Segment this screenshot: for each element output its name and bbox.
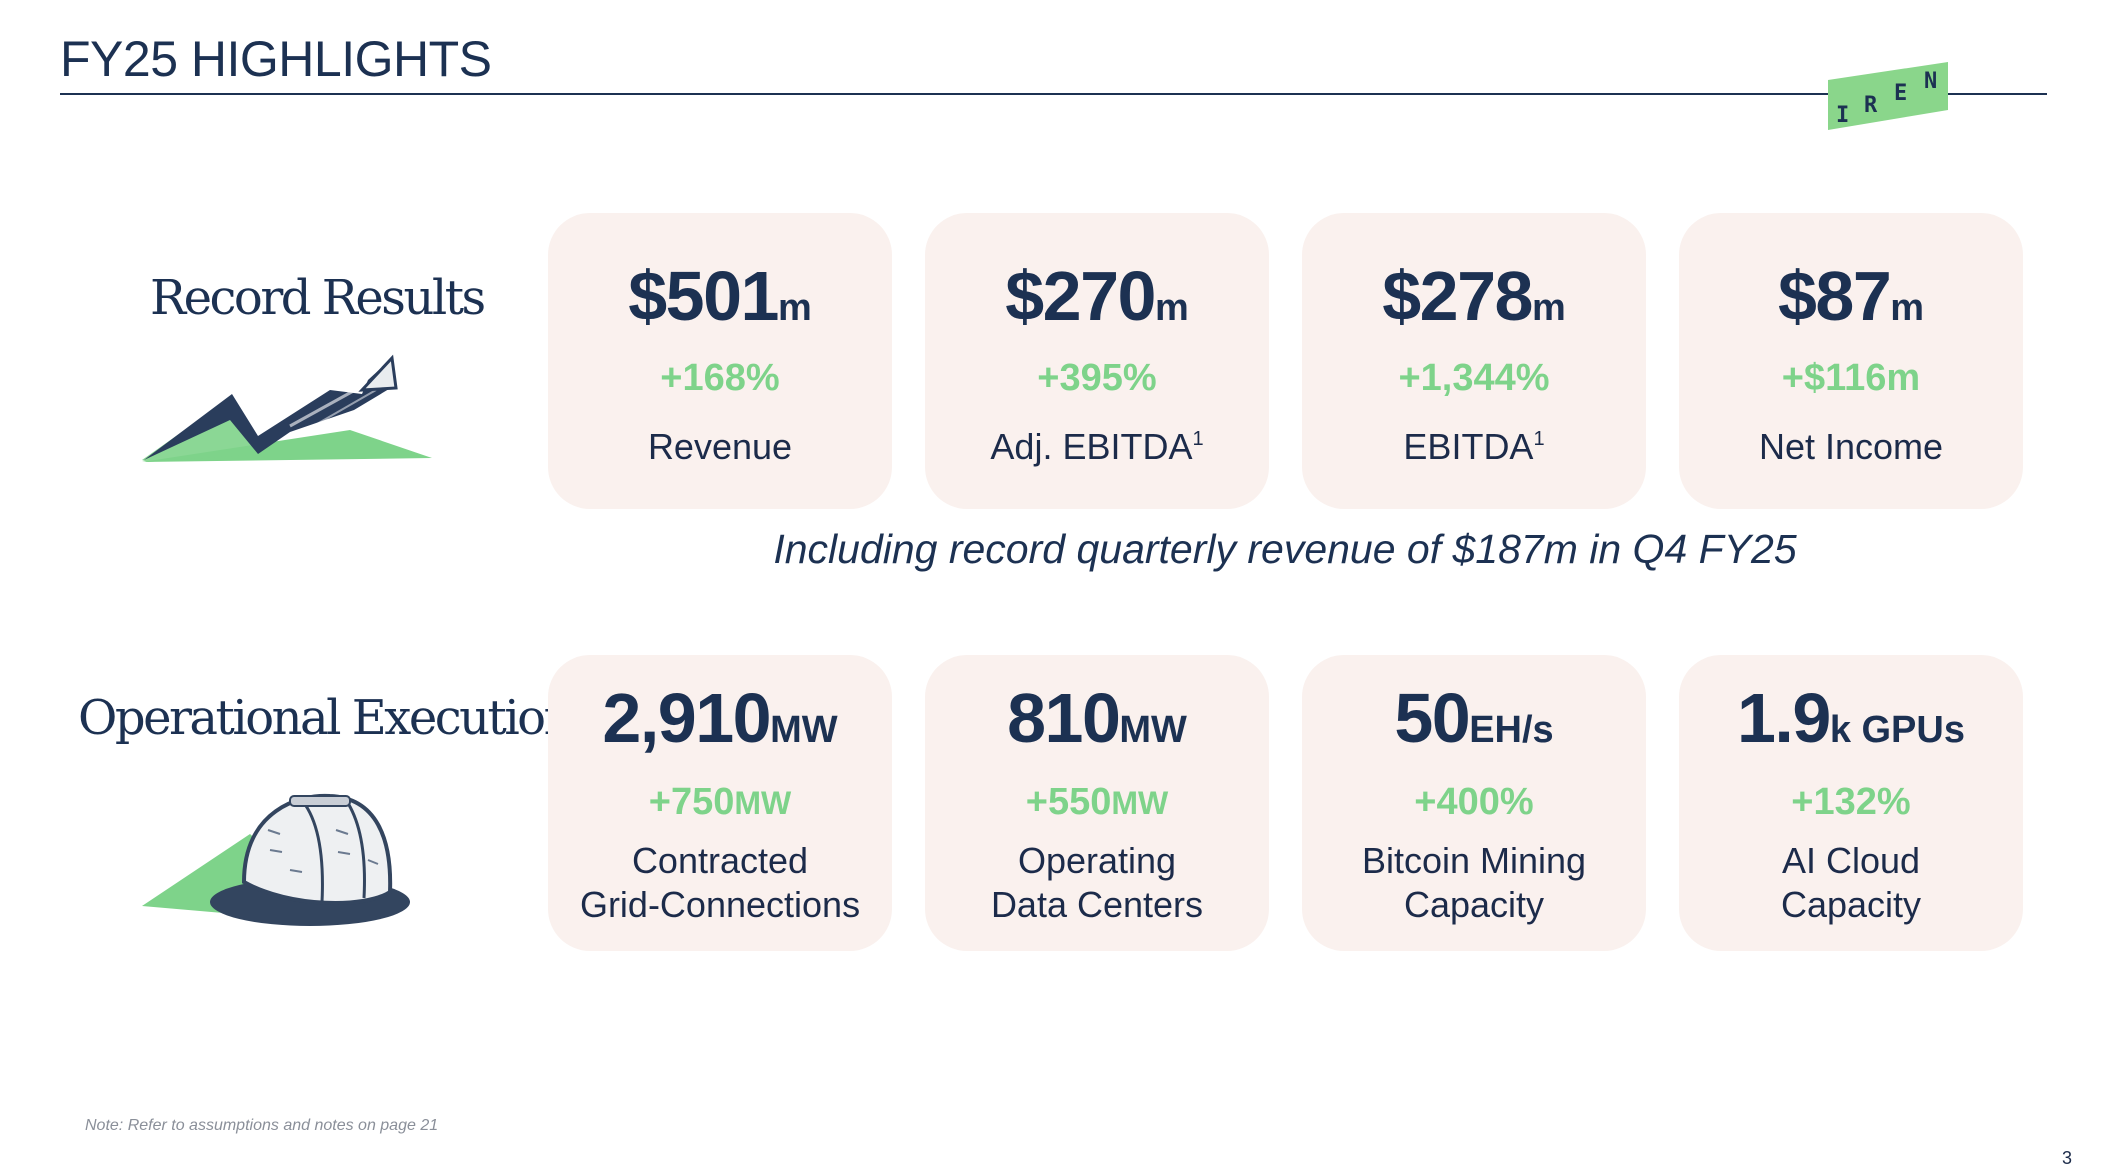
metric-card-ebitda: $278m +1,344% EBITDA1 [1302,213,1646,509]
metric-change: +1,344% [1398,357,1550,399]
metric-label: EBITDA1 [1403,426,1545,467]
metric-value: $270m [1005,257,1189,335]
hard-hat-icon [142,793,410,926]
footnote: Note: Refer to assumptions and notes on … [85,1117,439,1134]
operational-execution-label: Operational Execution [78,690,575,746]
quarterly-revenue-callout: Including record quarterly revenue of $1… [773,526,1797,572]
footnote-marker: 1 [1192,428,1204,450]
metric-change: +132% [1791,781,1911,823]
metric-change: +168% [660,357,780,399]
metric-card-adj-ebitda: $270m +395% Adj. EBITDA1 [925,213,1269,509]
logo-letter-i: I [1836,103,1849,128]
metric-value: 810MW [1007,679,1187,757]
metric-card-bitcoin-mining: 50EH/s +400% Bitcoin Mining Capacity [1302,655,1646,951]
trend-arrow-icon [142,354,432,462]
metric-value: 2,910MW [602,679,838,757]
page-number: 3 [2062,1148,2073,1168]
iren-logo: I R E N [1828,62,1948,130]
footnote-marker: 1 [1533,428,1545,450]
record-results-label: Record Results [150,270,486,326]
metric-value: 1.9k GPUs [1737,679,1965,757]
metric-label: Adj. EBITDA1 [990,426,1204,467]
metric-value: $87m [1777,257,1925,335]
metric-card-data-centers: 810MW +550MW Operating Data Centers [925,655,1269,951]
metric-value: $278m [1382,257,1566,335]
page-title: FY25 HIGHLIGHTS [60,31,492,87]
metric-label: AI Cloud Capacity [1780,840,1922,925]
metric-label: Bitcoin Mining Capacity [1361,840,1587,925]
metric-card-grid-connections: 2,910MW +750MW Contracted Grid-Connection… [548,655,892,951]
metric-change: +$116m [1781,357,1921,399]
metric-card-revenue: $501m +168% Revenue [548,213,892,509]
metric-value: 50EH/s [1394,679,1554,757]
logo-letter-e: E [1894,81,1907,106]
metric-label: Revenue [647,426,793,467]
metric-card-ai-cloud: 1.9k GPUs +132% AI Cloud Capacity [1679,655,2023,951]
metric-change: +550MW [1025,781,1169,823]
metric-change: +750MW [648,781,792,823]
metric-change: +400% [1414,781,1534,823]
metric-value: $501m [628,257,812,335]
logo-letter-n: N [1924,69,1937,94]
metric-label: Net Income [1758,426,1944,467]
metric-card-net-income: $87m +$116m Net Income [1679,213,2023,509]
metric-change: +395% [1037,357,1157,399]
metric-label: Contracted Grid-Connections [579,840,861,925]
title-divider [60,93,2047,95]
logo-letter-r: R [1864,93,1878,118]
metric-label: Operating Data Centers [990,840,1204,925]
